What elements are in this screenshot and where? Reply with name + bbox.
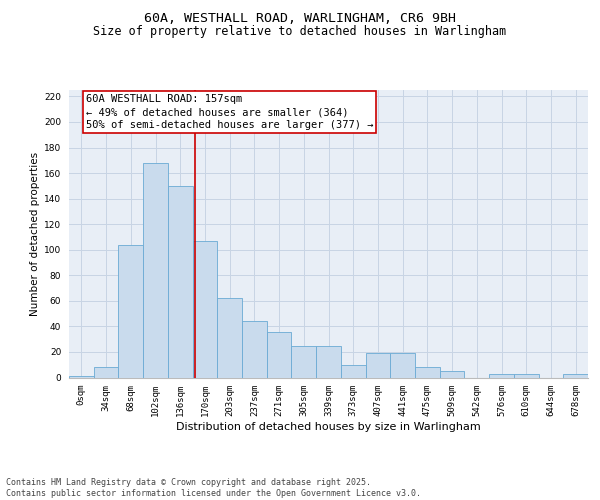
Bar <box>341 364 365 378</box>
Bar <box>415 368 440 378</box>
Bar <box>563 374 588 378</box>
Text: 60A WESTHALL ROAD: 157sqm
← 49% of detached houses are smaller (364)
50% of semi: 60A WESTHALL ROAD: 157sqm ← 49% of detac… <box>86 94 373 130</box>
Bar <box>365 353 390 378</box>
Y-axis label: Number of detached properties: Number of detached properties <box>30 152 40 316</box>
Bar <box>440 371 464 378</box>
Bar <box>168 186 193 378</box>
Bar <box>267 332 292 378</box>
Text: Size of property relative to detached houses in Warlingham: Size of property relative to detached ho… <box>94 25 506 38</box>
Text: Contains HM Land Registry data © Crown copyright and database right 2025.
Contai: Contains HM Land Registry data © Crown c… <box>6 478 421 498</box>
Bar <box>94 368 118 378</box>
Bar <box>217 298 242 378</box>
Bar <box>390 353 415 378</box>
Bar <box>242 322 267 378</box>
Bar <box>69 376 94 378</box>
Bar <box>143 163 168 378</box>
Bar <box>489 374 514 378</box>
Bar <box>193 241 217 378</box>
Bar <box>292 346 316 378</box>
Bar <box>118 244 143 378</box>
Text: 60A, WESTHALL ROAD, WARLINGHAM, CR6 9BH: 60A, WESTHALL ROAD, WARLINGHAM, CR6 9BH <box>144 12 456 26</box>
Bar <box>514 374 539 378</box>
X-axis label: Distribution of detached houses by size in Warlingham: Distribution of detached houses by size … <box>176 422 481 432</box>
Bar <box>316 346 341 378</box>
